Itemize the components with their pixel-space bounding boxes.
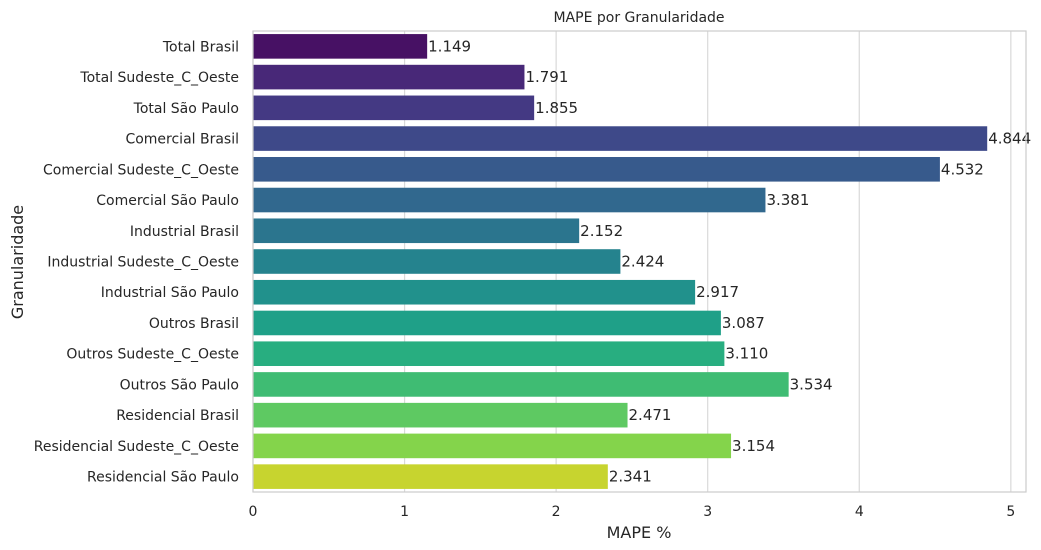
bar-value-label: 1.855 — [535, 99, 578, 117]
category-label: Residencial Sudeste_C_Oeste — [34, 439, 239, 455]
category-label: Comercial Brasil — [125, 132, 239, 148]
x-axis-label: MAPE % — [607, 523, 672, 542]
category-label: Outros Sudeste_C_Oeste — [66, 347, 239, 363]
bar-value-label: 4.844 — [988, 130, 1031, 148]
bar — [253, 341, 725, 366]
bar-value-label: 3.110 — [725, 345, 768, 363]
bar — [253, 187, 766, 213]
x-tick-label: 5 — [1006, 504, 1015, 520]
bar — [253, 402, 628, 428]
bar — [253, 218, 580, 244]
bar-value-label: 3.087 — [722, 314, 765, 332]
category-label: Total Brasil — [162, 39, 239, 55]
chart-title: MAPE por Granularidade — [553, 10, 724, 26]
category-label: Comercial São Paulo — [96, 193, 239, 209]
category-label: Outros Brasil — [149, 316, 239, 332]
bar — [253, 310, 721, 336]
bar — [253, 249, 621, 274]
x-tick-label: 3 — [703, 504, 712, 520]
bar-value-label: 2.917 — [696, 283, 739, 301]
category-label: Industrial Brasil — [130, 224, 239, 240]
bar-value-label: 1.791 — [525, 68, 568, 86]
plot-frame — [252, 30, 1027, 493]
category-label: Residencial Brasil — [116, 408, 239, 424]
bar — [253, 64, 525, 90]
bar-value-label: 2.341 — [609, 468, 652, 486]
bar-value-label: 4.532 — [941, 160, 984, 178]
bar — [253, 126, 988, 151]
category-label: Industrial Sudeste_C_Oeste — [47, 255, 239, 271]
category-label: Residencial São Paulo — [87, 470, 239, 486]
bar-value-label: 2.471 — [629, 406, 672, 424]
category-label: Total Sudeste_C_Oeste — [79, 70, 239, 86]
x-tick-label: 0 — [249, 504, 258, 520]
bar — [253, 95, 535, 121]
bar — [253, 34, 428, 59]
bar-value-label: 1.149 — [428, 37, 471, 55]
category-labels: Total Brasil Total Sudeste_C_Oeste Total S… — [34, 39, 239, 485]
bar — [253, 464, 608, 489]
bar-value-label: 3.381 — [766, 191, 809, 209]
bar — [253, 372, 789, 397]
bars — [253, 34, 988, 489]
bar — [253, 279, 696, 305]
category-label: Outros São Paulo — [120, 377, 239, 393]
bar-value-label: 3.534 — [790, 375, 833, 393]
x-tick-label: 4 — [855, 504, 864, 520]
x-tick-labels: 0 1 2 3 4 5 — [249, 504, 1016, 520]
x-tick-label: 2 — [552, 504, 561, 520]
bar — [253, 157, 940, 182]
category-label: Total São Paulo — [133, 101, 239, 117]
bar-value-label: 2.424 — [621, 253, 664, 271]
x-tick-label: 1 — [400, 504, 409, 520]
bar — [253, 433, 732, 459]
y-axis-label: Granularidade — [8, 205, 27, 319]
bar-value-label: 3.154 — [732, 437, 775, 455]
category-label: Comercial Sudeste_C_Oeste — [43, 162, 239, 178]
bar-value-label: 2.152 — [580, 222, 623, 240]
category-label: Industrial São Paulo — [101, 285, 239, 301]
